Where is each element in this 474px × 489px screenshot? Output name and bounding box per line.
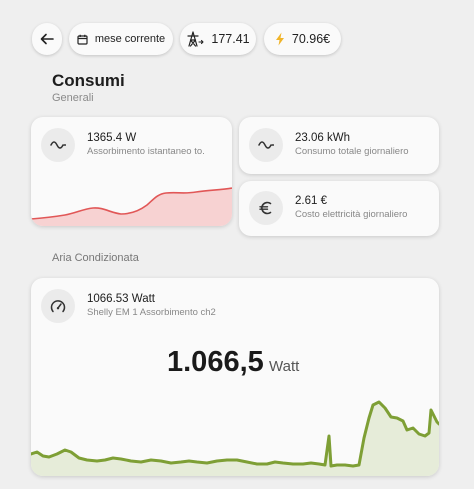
daily-consumption-card[interactable]: 23.06 kWh Consumo totale giornaliero [239,117,439,174]
gauge-icon [41,289,75,323]
instant-sparkline-line [31,187,232,220]
period-label: mese corrente [94,33,166,45]
period-selector-button[interactable]: mese corrente [69,23,173,55]
instant-sparkline [31,187,232,226]
euro-icon [249,191,283,225]
sine-wave-icon [249,128,283,162]
ac-big-value: 1.066,5 [167,346,264,378]
ac-big-unit: Watt [269,358,300,375]
instant-sparkline-fill [31,188,232,226]
lightning-icon [275,32,285,46]
section-title-air-conditioning: Aria Condizionata [52,252,139,264]
ac-chart-line [31,400,439,468]
daily-consumption-label: Consumo totale giornaliero [295,146,409,157]
cost-value: 70.96€ [291,32,331,46]
power-value: 177.41 [211,32,250,46]
cost-chip[interactable]: 70.96€ [264,23,341,55]
daily-cost-value: 2.61 € [295,195,327,207]
instant-absorption-card[interactable]: 1365.4 W Assorbimento istantaneo to. [31,117,232,226]
arrow-left-icon [40,32,54,46]
ac-label: Shelly EM 1 Assorbimento ch2 [87,307,216,318]
page-subtitle: Generali [52,92,94,104]
daily-consumption-value: 23.06 kWh [295,132,350,144]
page-title: Consumi [52,71,125,90]
power-chip[interactable]: 177.41 [180,23,256,55]
instant-label: Assorbimento istantaneo to. [87,146,205,157]
air-conditioning-card[interactable]: 1066.53 Watt Shelly EM 1 Assorbimento ch… [31,278,439,476]
ac-value: 1066.53 Watt [87,293,155,305]
instant-value: 1365.4 W [87,132,137,144]
sine-wave-icon [41,128,75,162]
ac-power-chart [31,400,439,476]
ac-chart-fill [31,402,439,476]
transmission-tower-icon [186,31,204,47]
back-button[interactable] [32,23,62,55]
daily-cost-label: Costo elettricità giornaliero [295,209,408,220]
calendar-icon [77,34,88,45]
daily-cost-card[interactable]: 2.61 € Costo elettricità giornaliero [239,181,439,236]
